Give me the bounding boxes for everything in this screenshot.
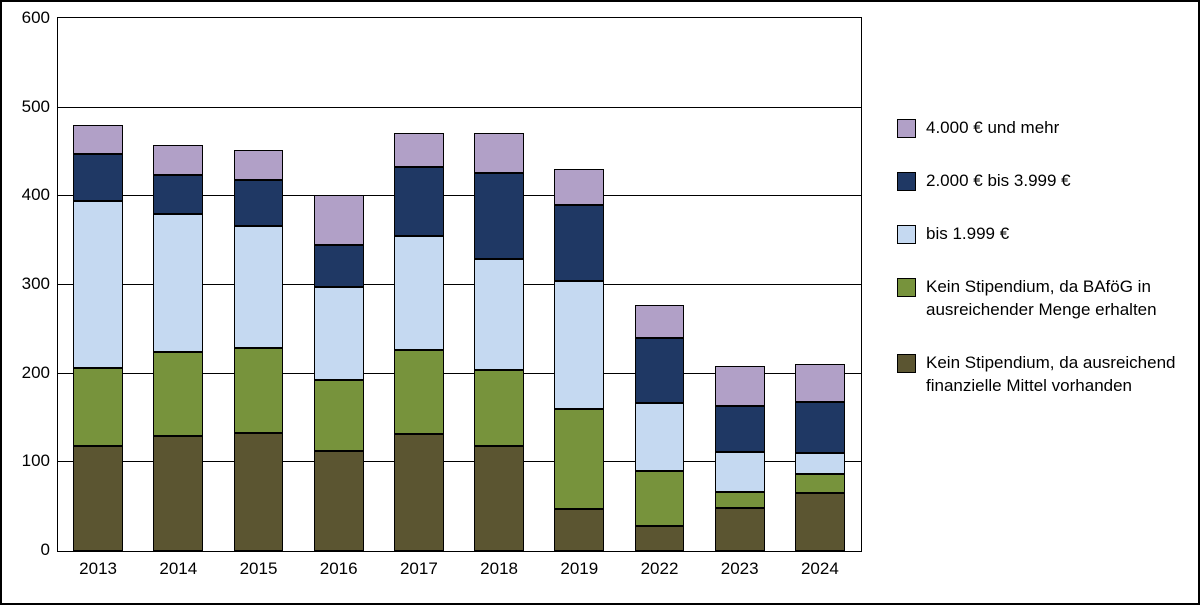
bar-segment (234, 226, 284, 348)
bar-segment (795, 402, 845, 453)
x-tick-label: 2023 (721, 551, 759, 579)
bar-segment (635, 526, 685, 551)
bar-segment (635, 338, 685, 403)
legend-swatch (897, 278, 916, 297)
bar-segment (394, 350, 444, 434)
bar-segment (554, 509, 604, 551)
bar-segment (635, 305, 685, 338)
bar-segment (715, 366, 765, 407)
bar-segment (474, 173, 524, 259)
bar-segment (314, 287, 364, 380)
x-tick-label: 2014 (159, 551, 197, 579)
bar-segment (795, 493, 845, 551)
legend-swatch (897, 354, 916, 373)
bar-segment (153, 436, 203, 551)
x-tick-label: 2017 (400, 551, 438, 579)
bar-segment (554, 169, 604, 205)
legend: 4.000 € und mehr 2.000 € bis 3.999 € bis 1… (897, 117, 1187, 428)
x-tick-label: 2024 (801, 551, 839, 579)
bar-segment (394, 167, 444, 236)
x-tick-label: 2013 (79, 551, 117, 579)
bar-segment (394, 434, 444, 551)
bar-segment (73, 446, 123, 551)
chart-container: 0 100 200 300 400 500 600 2013 2014 2015 2016 2017 2… (0, 0, 1200, 605)
bar-segment (73, 368, 123, 446)
x-tick-label: 2018 (480, 551, 518, 579)
bar-segment (635, 403, 685, 471)
y-tick-label: 0 (41, 540, 58, 560)
bar-segment (635, 471, 685, 526)
bar-segment (795, 474, 845, 494)
y-tick-label: 300 (22, 274, 58, 294)
bar-segment (715, 452, 765, 492)
bar-segment (715, 508, 765, 551)
x-tick-label: 2019 (560, 551, 598, 579)
bar-segment (554, 281, 604, 410)
bar-segment (715, 406, 765, 451)
bar-segment (314, 451, 364, 551)
y-tick-label: 400 (22, 185, 58, 205)
bar-segment (153, 175, 203, 214)
legend-label: 4.000 € und mehr (926, 117, 1059, 140)
y-tick-label: 100 (22, 451, 58, 471)
y-tick-label: 200 (22, 363, 58, 383)
bar-segment (795, 453, 845, 473)
bar-segment (73, 125, 123, 154)
y-tick-label: 500 (22, 97, 58, 117)
gridline (58, 107, 861, 108)
bar-segment (394, 236, 444, 349)
bar-segment (715, 492, 765, 508)
bar-segment (554, 409, 604, 509)
legend-swatch (897, 225, 916, 244)
legend-swatch (897, 172, 916, 191)
legend-label: Kein Stipendium, da ausreichend finanzie… (926, 352, 1187, 398)
legend-item: 2.000 € bis 3.999 € (897, 170, 1187, 193)
bar-segment (73, 154, 123, 201)
legend-item: Kein Stipendium, da ausreichend finanzie… (897, 352, 1187, 398)
bar-segment (234, 180, 284, 226)
x-tick-label: 2016 (320, 551, 358, 579)
legend-swatch (897, 119, 916, 138)
bar-segment (153, 352, 203, 435)
bar-segment (474, 133, 524, 173)
plot-area: 0100200300400500600201320142015201620172… (57, 17, 862, 552)
bar-segment (474, 370, 524, 446)
bar-segment (153, 214, 203, 352)
bar-segment (474, 259, 524, 370)
bar-segment (73, 201, 123, 369)
y-tick-label: 600 (22, 8, 58, 28)
bar-segment (795, 364, 845, 402)
bar-segment (153, 145, 203, 175)
legend-label: bis 1.999 € (926, 223, 1009, 246)
bar-segment (234, 348, 284, 433)
x-tick-label: 2022 (641, 551, 679, 579)
bar-segment (314, 245, 364, 287)
bar-segment (234, 150, 284, 179)
bar-segment (554, 205, 604, 280)
bar-segment (394, 133, 444, 167)
bar-segment (474, 446, 524, 551)
bar-segment (314, 380, 364, 451)
legend-label: Kein Stipendium, da BAföG in ausreichend… (926, 276, 1187, 322)
bar-segment (314, 195, 364, 245)
legend-item: bis 1.999 € (897, 223, 1187, 246)
legend-item: Kein Stipendium, da BAföG in ausreichend… (897, 276, 1187, 322)
legend-label: 2.000 € bis 3.999 € (926, 170, 1071, 193)
x-tick-label: 2015 (240, 551, 278, 579)
legend-item: 4.000 € und mehr (897, 117, 1187, 140)
bar-segment (234, 433, 284, 551)
